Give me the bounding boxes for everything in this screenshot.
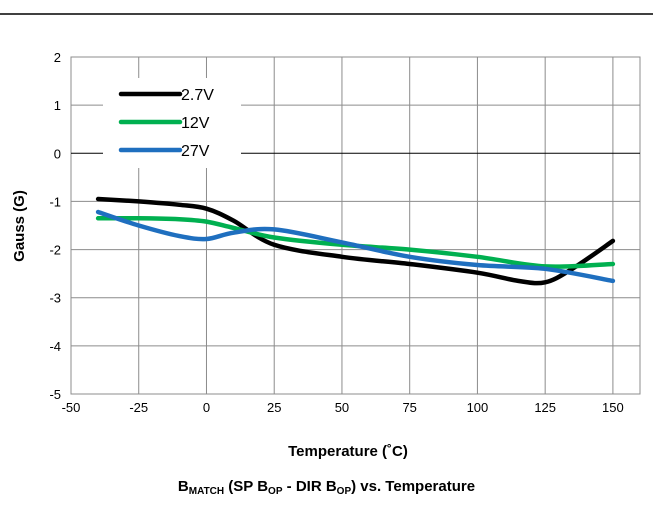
y-tick-label: 0: [54, 146, 61, 161]
tick-layer: -50 -25 0 25 50 75 100 125 150 2 1 0 -1 -2 -3 -4 -5: [49, 50, 623, 415]
x-tick-label: -25: [129, 400, 148, 415]
caption-part-1: (SP B: [224, 478, 269, 495]
y-tick-label: -3: [49, 291, 61, 306]
series-layer: [95, 196, 616, 286]
y-axis-title: Gauss (G): [11, 190, 28, 262]
legend-label: 12V: [181, 115, 210, 132]
x-tick-label: 75: [402, 400, 416, 415]
series-line: [95, 215, 616, 269]
caption-op-subscript-1: OP: [268, 486, 283, 497]
y-tick-label: -2: [49, 243, 61, 258]
x-tick-label: 0: [203, 400, 210, 415]
x-tick-label: -50: [62, 400, 81, 415]
y-tick-label: -1: [49, 194, 61, 209]
y-tick-label: 1: [54, 98, 61, 113]
caption-part-2: - DIR B: [282, 478, 337, 495]
y-tick-label: -5: [49, 387, 61, 402]
legend-label: 2.7V: [181, 87, 214, 104]
x-tick-label: 100: [467, 400, 489, 415]
x-tick-label: 125: [534, 400, 556, 415]
caption-b: B: [177, 478, 189, 495]
series-line: [95, 196, 616, 286]
caption-part-3: ) vs. Temperature: [351, 478, 476, 495]
x-tick-label: 25: [267, 400, 281, 415]
y-tick-label: 2: [54, 50, 61, 65]
legend: 2.7V 12V 27V: [103, 78, 241, 168]
legend-label: 27V: [181, 143, 210, 160]
series-line: [95, 209, 616, 284]
x-tick-label: 150: [602, 400, 624, 415]
y-tick-label: -4: [49, 339, 61, 354]
chart-caption: BMATCH (SP BOP - DIR BOP) vs. Temperatur…: [0, 478, 653, 497]
x-tick-label: 50: [335, 400, 349, 415]
caption-op-subscript-2: OP: [336, 486, 352, 497]
caption-match-subscript: MATCH: [188, 486, 225, 497]
x-axis-title: Temperature (˚C): [288, 443, 408, 460]
